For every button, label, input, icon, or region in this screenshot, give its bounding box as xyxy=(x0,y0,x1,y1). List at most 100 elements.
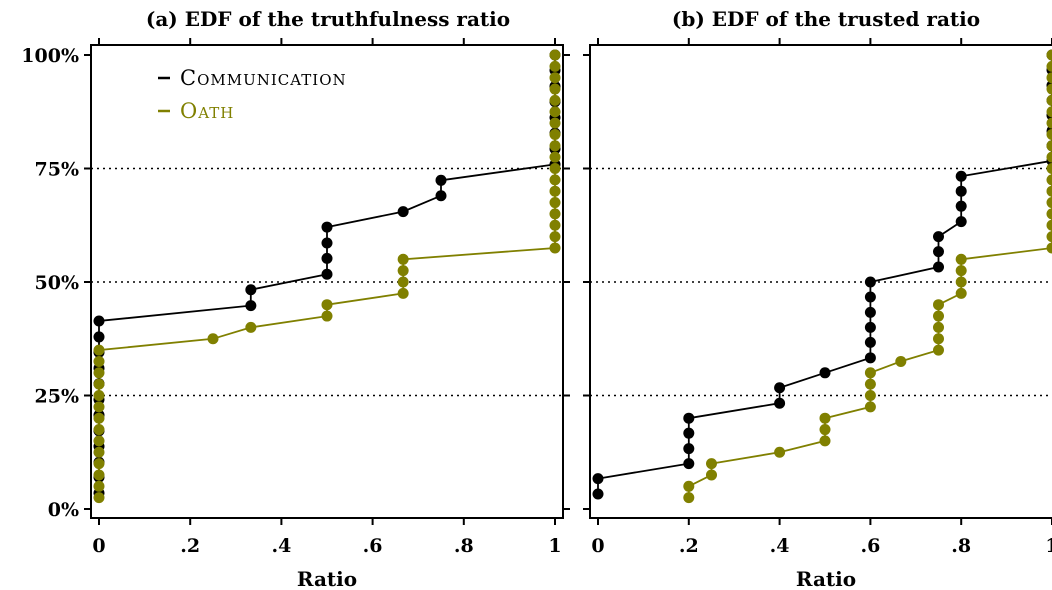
panel-a-oath-point xyxy=(93,355,105,367)
panel-a-oath-point xyxy=(207,333,219,345)
panel-a-y-tick-label: 75% xyxy=(35,159,80,181)
panel-b-oath-point xyxy=(1046,140,1052,152)
panel-b-communication-point xyxy=(774,397,786,409)
panel-b-oath-point xyxy=(819,424,831,436)
panel-b-communication-point xyxy=(683,443,695,455)
panel-b-oath-point xyxy=(933,321,944,333)
panel-a-oath-point xyxy=(321,299,333,311)
panel-b-oath-point xyxy=(1046,49,1052,61)
panel-b-oath-point xyxy=(933,333,944,345)
panel-b-oath-point xyxy=(706,458,717,470)
panel-b-x-tick-label: .8 xyxy=(951,535,971,557)
panel-a-oath-point xyxy=(549,208,561,220)
panel-a-oath-point xyxy=(321,310,333,322)
panel-b-oath-point xyxy=(1046,185,1052,197)
panel-a-oath-point xyxy=(397,265,409,277)
panel-a-oath-point xyxy=(549,174,561,186)
panel-a-oath-point xyxy=(549,128,561,140)
panel-b-frame xyxy=(589,44,1052,519)
panel-b-points xyxy=(592,49,1052,504)
panel-b-oath-point xyxy=(955,265,967,277)
panel-a-oath-point xyxy=(397,253,409,265)
panel-a-oath-point xyxy=(93,469,105,481)
panel-truthfulness: (a) EDF of the truthfulness ratio 0% 25% 5… xyxy=(21,7,570,590)
panel-b-oath-point xyxy=(706,469,717,481)
panel-b-communication-point xyxy=(683,412,695,424)
panel-b-communication-point xyxy=(683,427,695,439)
panel-a-oath-point xyxy=(549,242,561,254)
panel-b-x-axis-label: Ratio xyxy=(796,567,856,590)
panel-b-communication-point xyxy=(864,276,876,288)
panel-a-oath-point xyxy=(93,480,105,492)
panel-a-communication-point xyxy=(321,221,333,233)
panel-b-communication-point xyxy=(955,216,967,228)
panel-a-x-tick-label: 0 xyxy=(92,535,105,557)
panel-a-oath-point xyxy=(549,163,561,174)
panel-b-oath-point xyxy=(1046,197,1052,209)
panel-b-oath-point xyxy=(1046,60,1052,72)
panel-a-oath-point xyxy=(549,72,561,84)
panel-b-communication-point xyxy=(864,321,876,333)
panel-b-communication-point xyxy=(592,488,604,500)
panel-b-communication-point xyxy=(864,291,876,303)
panel-a-title: (a) EDF of the truthfulness ratio xyxy=(146,7,510,31)
panel-b-communication-point xyxy=(819,367,831,379)
panel-a-x-tick-label: .4 xyxy=(271,535,291,557)
panel-a-communication-point xyxy=(245,284,257,296)
panel-b-communication-point xyxy=(774,382,786,394)
panel-b-x-tick-label: .2 xyxy=(679,535,699,557)
panel-a-communication-point xyxy=(435,190,447,202)
panel-b-x-ticks: 0 .2 .4 .6 .8 1 xyxy=(591,38,1052,557)
panel-a-oath-point xyxy=(549,185,561,197)
panel-b-oath-point xyxy=(683,492,695,504)
panel-a-oath-point xyxy=(549,83,561,95)
panel-b-communication-point xyxy=(933,246,944,258)
panel-a-oath-point xyxy=(549,60,561,72)
panel-a-oath-point xyxy=(93,412,105,424)
panel-a-oath-point xyxy=(93,435,105,447)
panel-a-communication-point xyxy=(93,331,105,343)
panel-a-communication-point xyxy=(321,237,333,249)
panel-a-y-ticks: 0% 25% 50% 75% 100% xyxy=(21,45,570,521)
panel-b-oath-point xyxy=(1046,106,1052,118)
panel-a-oath-point xyxy=(93,492,105,504)
panel-b-title: (b) EDF of the trusted ratio xyxy=(672,7,980,31)
panel-a-communication-point xyxy=(435,174,447,186)
panel-b-oath-point xyxy=(1046,117,1052,129)
panel-b-oath-point xyxy=(1046,83,1052,95)
legend-oath-label: OATH xyxy=(180,99,234,123)
panel-a-oath-point xyxy=(93,390,105,401)
panel-b-oath-point xyxy=(864,401,876,413)
panel-a-communication-point xyxy=(93,315,105,327)
panel-a-x-tick-label: .8 xyxy=(454,535,474,557)
panel-b-oath-point xyxy=(1046,151,1052,163)
panel-b-oath-point xyxy=(864,390,876,401)
panel-a-y-tick-label: 0% xyxy=(48,499,79,521)
panel-b-communication-point xyxy=(955,200,967,212)
panel-b-oath-point xyxy=(1046,208,1052,220)
panel-b-oath-point xyxy=(864,367,876,379)
panel-b-communication-point xyxy=(864,352,876,364)
panel-a-communication-point xyxy=(397,206,409,218)
panel-b-oath-point xyxy=(683,480,695,492)
panel-a-y-tick-label: 25% xyxy=(35,386,80,408)
panel-b-y-ticks xyxy=(583,54,590,510)
panel-a-oath-point xyxy=(93,458,105,470)
panel-a-oath-point xyxy=(93,344,105,356)
panel-b-oath-point xyxy=(1046,163,1052,174)
panel-b-oath-point xyxy=(1046,219,1052,231)
panel-a-x-tick-label: .2 xyxy=(180,535,200,557)
panel-b-communication-point xyxy=(933,261,944,273)
panel-b-communication-point xyxy=(864,306,876,318)
panel-b-oath-point xyxy=(895,355,907,367)
panel-b-x-tick-label: 1 xyxy=(1045,535,1052,557)
panel-b-oath-point xyxy=(1046,94,1052,106)
panel-a-oath-point xyxy=(93,367,105,379)
panel-a-x-axis-label: Ratio xyxy=(297,567,357,590)
legend-communication-label: COMMUNICATION xyxy=(180,66,347,90)
panel-a-communication-point xyxy=(321,268,333,280)
panel-b-oath-point xyxy=(955,287,967,299)
panel-a-y-tick-label: 50% xyxy=(35,272,80,294)
panel-a-x-ticks: 0 .2 .4 .6 .8 1 xyxy=(92,38,562,557)
